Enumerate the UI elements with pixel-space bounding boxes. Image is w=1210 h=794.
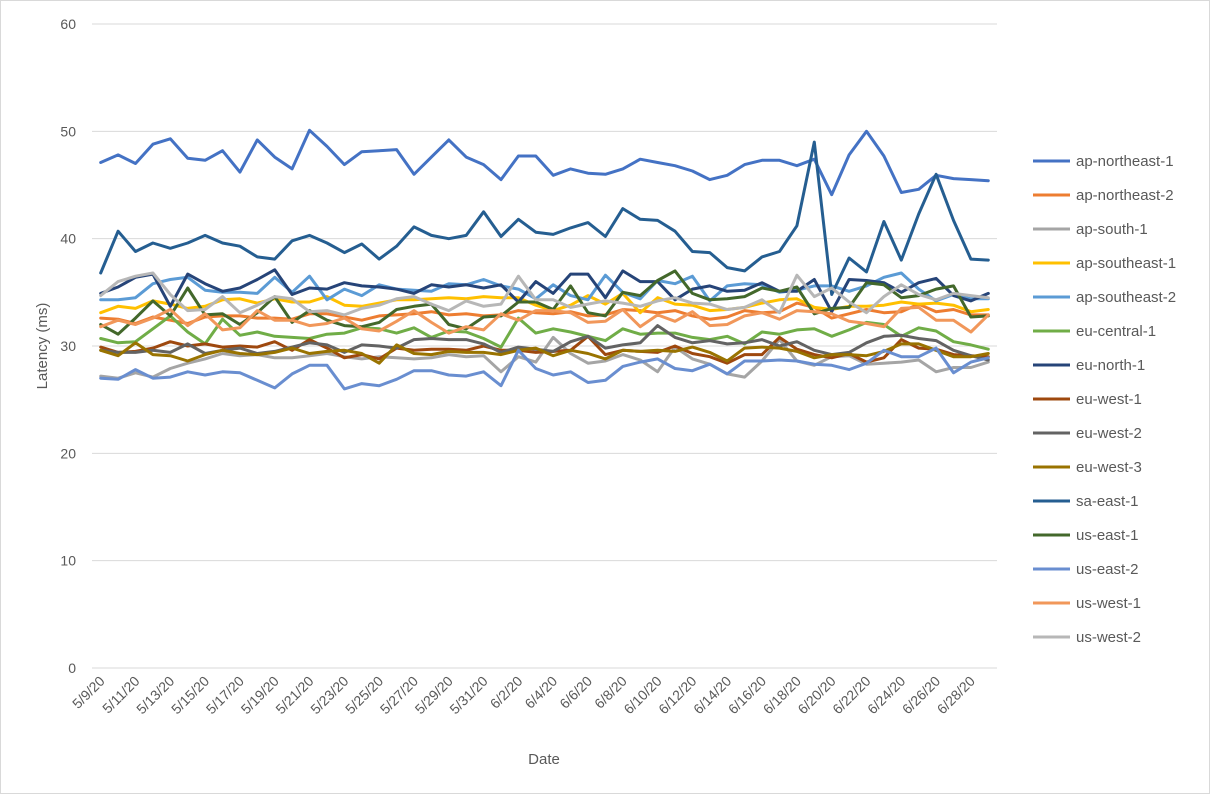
x-tick-label: 6/16/20 xyxy=(725,673,769,717)
series-line-us-west-1 xyxy=(99,305,990,335)
y-tick-label: 20 xyxy=(60,445,76,461)
legend-label: ap-northeast-2 xyxy=(1076,187,1174,204)
x-axis-title: Date xyxy=(528,751,560,768)
x-tick-label: 5/13/20 xyxy=(133,673,177,717)
legend-label: eu-west-2 xyxy=(1076,425,1142,442)
x-tick-label: 6/20/20 xyxy=(794,673,838,717)
x-tick-label: 6/2/20 xyxy=(487,673,526,712)
x-tick-label: 6/28/20 xyxy=(934,673,978,717)
legend-label: us-east-2 xyxy=(1076,561,1139,578)
legend-label: ap-southeast-1 xyxy=(1076,255,1176,272)
series-lines xyxy=(99,128,990,391)
y-tick-label: 60 xyxy=(60,16,76,32)
y-tick-label: 30 xyxy=(60,338,76,354)
legend-label: eu-west-1 xyxy=(1076,391,1142,408)
legend-label: eu-west-3 xyxy=(1076,459,1142,476)
x-tick-label: 6/12/20 xyxy=(655,673,699,717)
y-tick-label: 40 xyxy=(60,231,76,247)
legend-label: ap-southeast-2 xyxy=(1076,289,1176,306)
y-tick-label: 10 xyxy=(60,553,76,569)
x-tick-label: 6/24/20 xyxy=(864,673,908,717)
x-tick-label: 5/25/20 xyxy=(342,673,386,717)
series-line-sa-east-1 xyxy=(99,140,990,296)
legend-label: us-west-1 xyxy=(1076,595,1141,612)
series-line-us-east-2 xyxy=(99,346,990,391)
x-tick-label: 5/23/20 xyxy=(307,673,351,717)
gridlines xyxy=(92,23,997,669)
x-tick-label: 6/4/20 xyxy=(521,673,560,712)
y-tick-label: 0 xyxy=(68,660,76,676)
legend-label: us-west-2 xyxy=(1076,629,1141,646)
legend-label: eu-central-1 xyxy=(1076,323,1156,340)
x-tick-label: 6/26/20 xyxy=(899,673,943,717)
series-line-ap-northeast-1 xyxy=(99,128,990,197)
legend-label: ap-northeast-1 xyxy=(1076,153,1174,170)
series-line-eu-central-1 xyxy=(99,314,990,351)
series-line-eu-west-3 xyxy=(99,341,990,365)
legend-label: us-east-1 xyxy=(1076,527,1139,544)
x-tick-label: 5/27/20 xyxy=(377,673,421,717)
legend: ap-northeast-1 ap-northeast-2 ap-south-1 ap… xyxy=(1033,153,1176,646)
series-line-us-west-2 xyxy=(99,271,990,317)
y-axis-ticks: 0 10 20 30 40 50 60 xyxy=(60,16,76,676)
x-tick-label: 6/22/20 xyxy=(829,673,873,717)
x-tick-label: 5/31/20 xyxy=(446,673,490,717)
y-axis-title: Latency (ms) xyxy=(34,303,51,390)
x-tick-label: 6/10/20 xyxy=(620,673,664,717)
x-tick-label: 6/18/20 xyxy=(760,673,804,717)
x-tick-label: 5/17/20 xyxy=(203,673,247,717)
x-axis-ticks: 5/9/205/11/205/13/205/15/205/17/205/19/2… xyxy=(69,673,978,717)
x-tick-label: 6/14/20 xyxy=(690,673,734,717)
x-tick-label: 5/21/20 xyxy=(272,673,316,717)
legend-label: ap-south-1 xyxy=(1076,221,1148,238)
legend-label: eu-north-1 xyxy=(1076,357,1145,374)
x-tick-label: 5/29/20 xyxy=(412,673,456,717)
x-tick-label: 5/19/20 xyxy=(238,673,282,717)
series-line-ap-southeast-2 xyxy=(99,271,990,303)
x-tick-label: 6/6/20 xyxy=(556,673,595,712)
x-tick-label: 5/15/20 xyxy=(168,673,212,717)
y-tick-label: 50 xyxy=(60,123,76,139)
legend-label: sa-east-1 xyxy=(1076,493,1139,510)
